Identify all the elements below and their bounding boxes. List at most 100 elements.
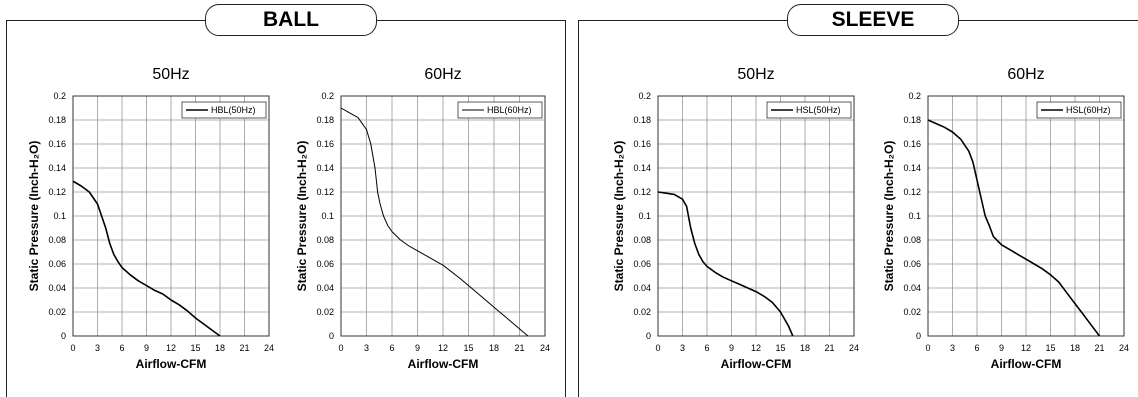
x-tick-label: 9 [729, 343, 734, 353]
y-tick-label: 0.16 [903, 139, 921, 149]
y-tick-label: 0.14 [903, 163, 921, 173]
y-tick-label: 0.2 [908, 91, 921, 101]
y-tick-label: 0 [916, 331, 921, 341]
y-tick-label: 0 [329, 331, 334, 341]
x-tick-label: 24 [264, 343, 274, 353]
sleeve-panel: SLEEVE [578, 4, 1138, 397]
chart-title: 50Hz [737, 66, 774, 83]
y-tick-label: 0.16 [48, 139, 66, 149]
y-tick-label: 0.1 [321, 211, 334, 221]
y-tick-label: 0.14 [48, 163, 66, 173]
x-tick-label: 21 [239, 343, 249, 353]
chart-title: 50Hz [152, 66, 189, 83]
y-tick-label: 0.12 [48, 187, 66, 197]
y-tick-label: 0.1 [908, 211, 921, 221]
x-tick-label: 0 [70, 343, 75, 353]
y-tick-label: 0 [61, 331, 66, 341]
x-tick-label: 18 [215, 343, 225, 353]
legend-box [1036, 101, 1122, 119]
y-tick-label: 0.06 [633, 259, 651, 269]
series-line-sleeve-50hz [657, 191, 794, 337]
legend-label: HBL(50Hz) [211, 105, 256, 115]
legend-box [181, 101, 267, 119]
y-tick-label: 0.08 [633, 235, 651, 245]
plot-frame [72, 95, 270, 337]
x-axis-label: Airflow-CFM [991, 357, 1062, 371]
x-tick-label: 12 [751, 343, 761, 353]
x-tick-label: 6 [704, 343, 709, 353]
y-tick-label: 0.02 [633, 307, 651, 317]
x-tick-label: 21 [514, 343, 524, 353]
y-tick-label: 0.1 [53, 211, 66, 221]
x-tick-label: 21 [1094, 343, 1104, 353]
x-tick-label: 15 [463, 343, 473, 353]
y-tick-label: 0.04 [316, 283, 334, 293]
x-tick-label: 12 [438, 343, 448, 353]
x-tick-label: 6 [119, 343, 124, 353]
y-tick-label: 0.14 [633, 163, 651, 173]
y-tick-label: 0.14 [316, 163, 334, 173]
ball-panel-title: BALL [205, 4, 377, 36]
x-tick-label: 24 [1119, 343, 1129, 353]
x-tick-label: 24 [540, 343, 550, 353]
y-tick-label: 0.18 [903, 115, 921, 125]
legend-box [457, 101, 543, 119]
y-tick-label: 0.04 [48, 283, 66, 293]
x-tick-label: 6 [974, 343, 979, 353]
y-axis-label: Static Pressure (Inch-H₂O) [882, 141, 896, 292]
y-tick-label: 0.06 [48, 259, 66, 269]
x-axis-label: Airflow-CFM [721, 357, 792, 371]
plot-frame [927, 95, 1125, 337]
y-tick-label: 0.02 [316, 307, 334, 317]
y-tick-label: 0.02 [903, 307, 921, 317]
y-tick-label: 0.2 [321, 91, 334, 101]
y-axis-label: Static Pressure (Inch-H₂O) [295, 141, 309, 292]
y-axis-label: Static Pressure (Inch-H₂O) [27, 141, 41, 292]
plot-frame [340, 95, 546, 337]
y-tick-label: 0.2 [53, 91, 66, 101]
x-tick-label: 0 [925, 343, 930, 353]
x-tick-label: 3 [680, 343, 685, 353]
y-tick-label: 0.2 [638, 91, 651, 101]
x-tick-label: 24 [849, 343, 859, 353]
x-tick-label: 3 [95, 343, 100, 353]
x-tick-label: 15 [1045, 343, 1055, 353]
series-line-ball-50hz [72, 180, 221, 337]
x-tick-label: 18 [1070, 343, 1080, 353]
x-tick-label: 9 [999, 343, 1004, 353]
x-tick-label: 0 [655, 343, 660, 353]
ball-panel: BALL [6, 4, 566, 397]
x-tick-label: 15 [775, 343, 785, 353]
y-tick-label: 0.04 [633, 283, 651, 293]
y-tick-label: 0.08 [903, 235, 921, 245]
x-axis-label: Airflow-CFM [136, 357, 207, 371]
y-tick-label: 0.18 [316, 115, 334, 125]
x-tick-label: 18 [800, 343, 810, 353]
legend-label: HBL(60Hz) [487, 105, 532, 115]
legend-label: HSL(60Hz) [1066, 105, 1111, 115]
x-tick-label: 12 [1021, 343, 1031, 353]
x-tick-label: 18 [489, 343, 499, 353]
y-tick-label: 0.16 [316, 139, 334, 149]
x-tick-label: 21 [824, 343, 834, 353]
y-tick-label: 0.06 [316, 259, 334, 269]
y-tick-label: 0.02 [48, 307, 66, 317]
x-tick-label: 6 [389, 343, 394, 353]
x-tick-label: 3 [950, 343, 955, 353]
chart-title: 60Hz [1007, 66, 1044, 83]
y-tick-label: 0.12 [316, 187, 334, 197]
y-tick-label: 0.12 [633, 187, 651, 197]
x-tick-label: 9 [144, 343, 149, 353]
x-axis-label: Airflow-CFM [408, 357, 479, 371]
plot-frame [657, 95, 855, 337]
legend-box [766, 101, 852, 119]
y-tick-label: 0.04 [903, 283, 921, 293]
x-tick-label: 3 [364, 343, 369, 353]
y-tick-label: 0 [646, 331, 651, 341]
y-tick-label: 0.18 [48, 115, 66, 125]
x-tick-label: 0 [338, 343, 343, 353]
